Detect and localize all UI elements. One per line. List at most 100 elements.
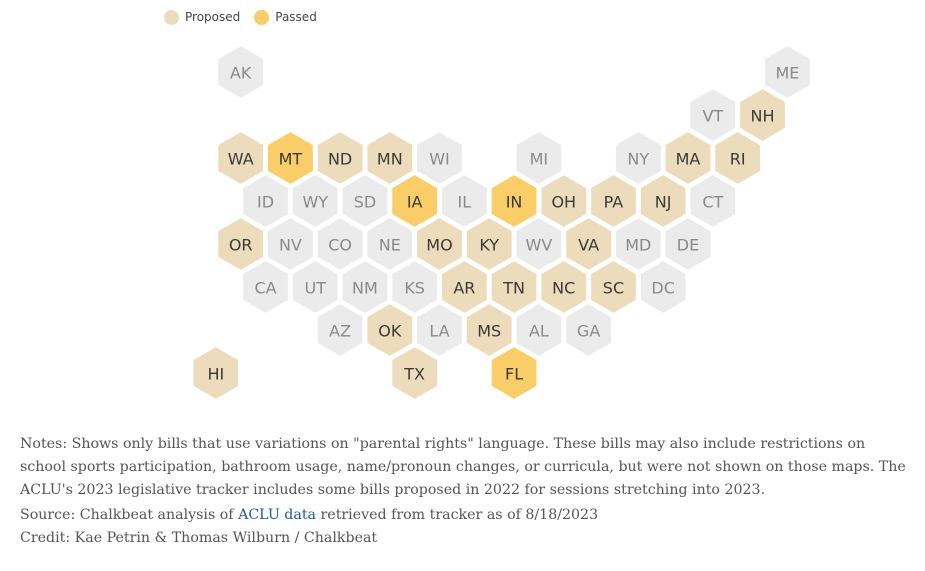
state-hex[interactable]	[589, 258, 638, 316]
state-tile-nh[interactable]: NH	[738, 86, 787, 144]
state-hex[interactable]	[315, 129, 365, 187]
state-hex[interactable]	[365, 301, 415, 359]
state-hex[interactable]	[390, 344, 439, 402]
state-hex[interactable]	[440, 172, 489, 230]
state-tile-me[interactable]: ME	[763, 43, 812, 101]
state-hex[interactable]	[340, 172, 390, 230]
state-hex[interactable]	[464, 215, 514, 273]
state-hex[interactable]	[216, 129, 266, 187]
state-hex[interactable]	[464, 301, 514, 359]
state-hex[interactable]	[266, 129, 315, 187]
state-tile-tn[interactable]: TN	[489, 258, 539, 316]
state-hex[interactable]	[340, 258, 390, 316]
state-tile-or[interactable]: OR	[216, 215, 266, 273]
state-tile-ct[interactable]: CT	[688, 172, 738, 230]
state-tile-pa[interactable]: PA	[589, 172, 638, 230]
state-tile-il[interactable]: IL	[440, 172, 489, 230]
state-tile-mi[interactable]: MI	[514, 129, 564, 187]
state-hex[interactable]	[489, 258, 539, 316]
aclu-data-link[interactable]: ACLU data	[238, 507, 316, 523]
state-hex[interactable]	[638, 172, 688, 230]
state-tile-oh[interactable]: OH	[539, 172, 589, 230]
state-hex[interactable]	[216, 43, 266, 101]
state-hex[interactable]	[688, 172, 738, 230]
state-tile-la[interactable]: LA	[415, 301, 464, 359]
state-tile-ca[interactable]: CA	[241, 258, 290, 316]
state-hex[interactable]	[763, 43, 812, 101]
state-tile-ne[interactable]: NE	[365, 215, 415, 273]
state-tile-mo[interactable]: MO	[415, 215, 464, 273]
state-hex[interactable]	[539, 258, 589, 316]
state-hex[interactable]	[688, 86, 738, 144]
state-hex[interactable]	[365, 215, 415, 273]
state-tile-ok[interactable]: OK	[365, 301, 415, 359]
state-hex[interactable]	[315, 215, 365, 273]
state-hex[interactable]	[638, 258, 688, 316]
state-tile-vt[interactable]: VT	[688, 86, 738, 144]
state-hex[interactable]	[738, 86, 787, 144]
state-tile-nc[interactable]: NC	[539, 258, 589, 316]
state-hex[interactable]	[365, 129, 415, 187]
state-hex[interactable]	[191, 344, 241, 402]
state-hex[interactable]	[564, 215, 613, 273]
state-tile-wa[interactable]: WA	[216, 129, 266, 187]
state-tile-nv[interactable]: NV	[266, 215, 315, 273]
state-tile-wy[interactable]: WY	[290, 172, 340, 230]
state-tile-ia[interactable]: IA	[390, 172, 439, 230]
state-hex[interactable]	[216, 215, 266, 273]
state-tile-va[interactable]: VA	[564, 215, 613, 273]
state-hex[interactable]	[266, 215, 315, 273]
state-hex[interactable]	[539, 172, 589, 230]
state-hex[interactable]	[440, 258, 489, 316]
state-tile-ny[interactable]: NY	[613, 129, 663, 187]
state-tile-ga[interactable]: GA	[564, 301, 613, 359]
state-tile-nj[interactable]: NJ	[638, 172, 688, 230]
state-hex[interactable]	[589, 172, 638, 230]
state-hex[interactable]	[390, 172, 439, 230]
state-tile-hi[interactable]: HI	[191, 344, 241, 402]
state-tile-ms[interactable]: MS	[464, 301, 514, 359]
state-hex[interactable]	[390, 258, 439, 316]
state-tile-in[interactable]: IN	[489, 172, 539, 230]
state-tile-nd[interactable]: ND	[315, 129, 365, 187]
state-hex[interactable]	[564, 301, 613, 359]
state-tile-ak[interactable]: AK	[216, 43, 266, 101]
state-tile-sd[interactable]: SD	[340, 172, 390, 230]
state-tile-dc[interactable]: DC	[638, 258, 688, 316]
state-hex[interactable]	[489, 344, 539, 402]
state-hex[interactable]	[613, 215, 663, 273]
state-hex[interactable]	[713, 129, 763, 187]
state-hex[interactable]	[415, 129, 464, 187]
state-tile-ar[interactable]: AR	[440, 258, 489, 316]
state-tile-wv[interactable]: WV	[514, 215, 564, 273]
state-hex[interactable]	[514, 129, 564, 187]
state-tile-ut[interactable]: UT	[290, 258, 340, 316]
state-tile-ks[interactable]: KS	[390, 258, 439, 316]
state-tile-de[interactable]: DE	[663, 215, 713, 273]
state-hex[interactable]	[241, 258, 290, 316]
state-tile-mn[interactable]: MN	[365, 129, 415, 187]
state-hex[interactable]	[663, 215, 713, 273]
state-tile-ky[interactable]: KY	[464, 215, 514, 273]
state-hex[interactable]	[290, 172, 340, 230]
state-tile-sc[interactable]: SC	[589, 258, 638, 316]
state-hex[interactable]	[415, 301, 464, 359]
state-tile-wi[interactable]: WI	[415, 129, 464, 187]
state-tile-az[interactable]: AZ	[315, 301, 365, 359]
state-tile-id[interactable]: ID	[241, 172, 290, 230]
state-tile-ma[interactable]: MA	[663, 129, 713, 187]
state-tile-mt[interactable]: MT	[266, 129, 315, 187]
state-tile-nm[interactable]: NM	[340, 258, 390, 316]
state-hex[interactable]	[489, 172, 539, 230]
state-hex[interactable]	[514, 215, 564, 273]
state-tile-co[interactable]: CO	[315, 215, 365, 273]
state-tile-tx[interactable]: TX	[390, 344, 439, 402]
state-hex[interactable]	[415, 215, 464, 273]
state-tile-al[interactable]: AL	[514, 301, 564, 359]
state-tile-md[interactable]: MD	[613, 215, 663, 273]
state-hex[interactable]	[241, 172, 290, 230]
state-hex[interactable]	[514, 301, 564, 359]
state-hex[interactable]	[315, 301, 365, 359]
state-tile-fl[interactable]: FL	[489, 344, 539, 402]
state-tile-ri[interactable]: RI	[713, 129, 763, 187]
